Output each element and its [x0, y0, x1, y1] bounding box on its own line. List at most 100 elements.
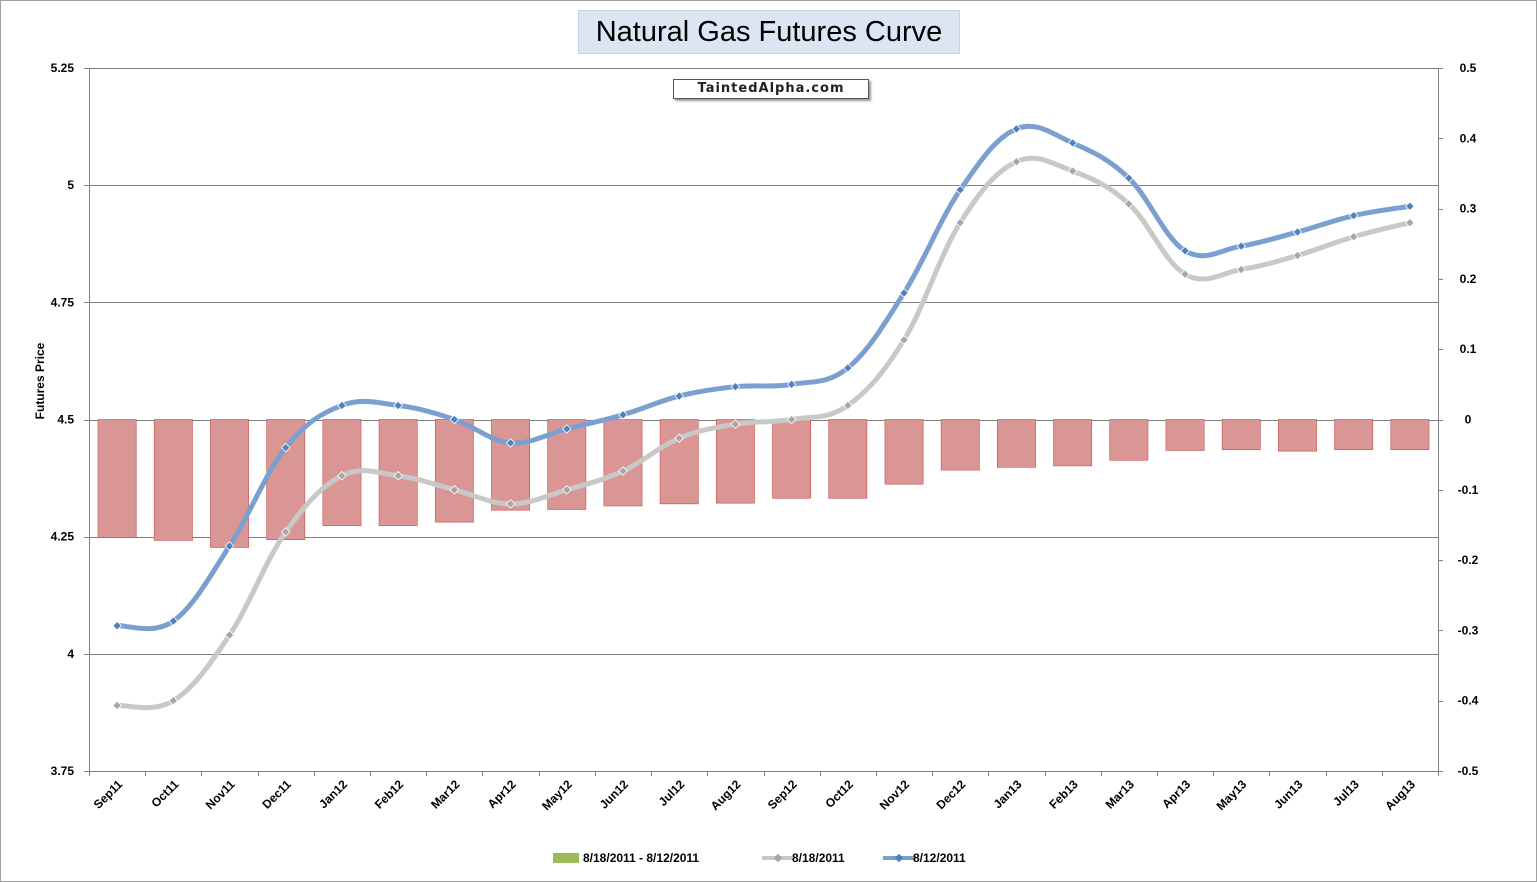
bar [1390, 419, 1430, 451]
data-point [280, 527, 291, 537]
bar [884, 419, 924, 485]
x-tick-label: Feb12 [372, 777, 407, 812]
data-point [1292, 227, 1303, 237]
x-tick-label: Nov12 [877, 777, 913, 813]
y2-tick-label: 0.2 [1460, 272, 1477, 286]
bar-series [97, 419, 1430, 548]
data-point [1348, 210, 1359, 221]
bar [1334, 419, 1374, 451]
data-point [168, 616, 179, 626]
x-tick-label: May13 [1214, 777, 1250, 813]
y-tick-label: 5.25 [51, 61, 75, 75]
data-point [1180, 245, 1190, 256]
data-point [674, 391, 684, 401]
data-point [1067, 166, 1078, 176]
y-tick-labels: 5.25 5 4.75 4.5 4.25 4 3.75 [51, 61, 75, 778]
bar [434, 419, 474, 523]
bar [940, 419, 980, 471]
y2-tick-label: -0.3 [1458, 623, 1479, 637]
data-point [1067, 138, 1078, 148]
data-point [449, 484, 460, 495]
data-point [280, 442, 291, 453]
data-point [786, 414, 797, 425]
y-tick-label: 4 [67, 647, 74, 661]
x-tick-label: Feb13 [1046, 777, 1081, 812]
bar [772, 419, 812, 499]
y2-tick-label: -0.2 [1458, 553, 1479, 567]
y2-tick-labels: 0.5 0.4 0.3 0.2 0.1 0 -0.1 -0.2 -0.3 -0.4 -0.5 [1458, 61, 1479, 778]
data-point [337, 400, 347, 411]
x-tick-label: Apr13 [1159, 777, 1193, 811]
series-line [114, 123, 1413, 632]
data-point [1180, 269, 1190, 280]
x-tick-label: Jun12 [597, 777, 632, 812]
data-point [561, 484, 572, 495]
legend-label: 8/18/2011 - 8/12/2011 [583, 851, 699, 865]
y2-tick-label: 0.5 [1460, 61, 1477, 75]
line-series [112, 123, 1415, 711]
x-tick-label: Aug12 [708, 777, 744, 813]
x-tick-label: Jan13 [991, 777, 1025, 811]
data-point [112, 700, 122, 711]
y2-tick-label: -0.5 [1458, 764, 1479, 778]
x-tick-label: Jun13 [1271, 777, 1306, 812]
data-point [224, 541, 235, 551]
x-tick-label: Mar13 [1103, 777, 1138, 812]
bar [266, 419, 306, 541]
series-line [114, 155, 1413, 711]
x-tick-label: Jan12 [316, 777, 350, 811]
bar [491, 419, 530, 511]
x-tick-label: Dec12 [933, 777, 968, 812]
data-point [505, 438, 516, 448]
bar [97, 419, 137, 538]
y-tick-label: 4.5 [57, 413, 74, 427]
bar [153, 419, 193, 541]
data-point [1011, 156, 1022, 167]
y2-tick-label: -0.4 [1458, 694, 1479, 708]
y-tick-label: 5 [67, 178, 74, 192]
x-tick-label: Sep12 [765, 777, 800, 812]
data-point [899, 335, 909, 345]
x-tick-label: Jul12 [656, 777, 688, 809]
data-point [674, 433, 684, 444]
bar [210, 419, 249, 548]
y2-tick-label: 0.3 [1460, 202, 1477, 216]
data-point [1011, 124, 1022, 134]
x-tick-label: Dec11 [259, 777, 294, 812]
y-tick-label: 3.75 [51, 764, 75, 778]
data-point [224, 630, 235, 640]
data-point [730, 381, 741, 392]
y2-tick-label: 0.4 [1460, 131, 1477, 145]
bar [1165, 419, 1205, 451]
data-point [337, 470, 347, 481]
data-point [1236, 241, 1247, 251]
y2-tick-label: -0.1 [1458, 483, 1479, 497]
x-tick-label: May12 [539, 777, 575, 813]
axes [84, 68, 1443, 776]
bar [1278, 419, 1317, 452]
data-point [955, 185, 966, 195]
legend-marker [894, 853, 904, 863]
y2-tick-label: 0 [1465, 413, 1472, 427]
data-point [1292, 250, 1303, 261]
data-point [618, 466, 628, 476]
bar [1053, 419, 1093, 467]
x-tick-label: Jul13 [1330, 777, 1362, 809]
data-point [505, 499, 516, 509]
data-point [1124, 199, 1134, 209]
data-point [393, 400, 403, 411]
x-tick-label: Mar12 [428, 777, 463, 812]
y-tick-label: 4.75 [51, 295, 75, 309]
x-tick-label: Nov11 [203, 777, 238, 812]
data-point [843, 400, 853, 411]
data-point [786, 379, 797, 390]
x-tick-label: Oct11 [148, 777, 181, 810]
data-point [561, 424, 572, 434]
y2-tick-label: 0.1 [1460, 342, 1477, 356]
data-point [955, 217, 966, 228]
data-point [1236, 264, 1247, 275]
y-axis-label: Futures Price [33, 342, 47, 419]
x-tick-label: Aug13 [1382, 777, 1418, 813]
